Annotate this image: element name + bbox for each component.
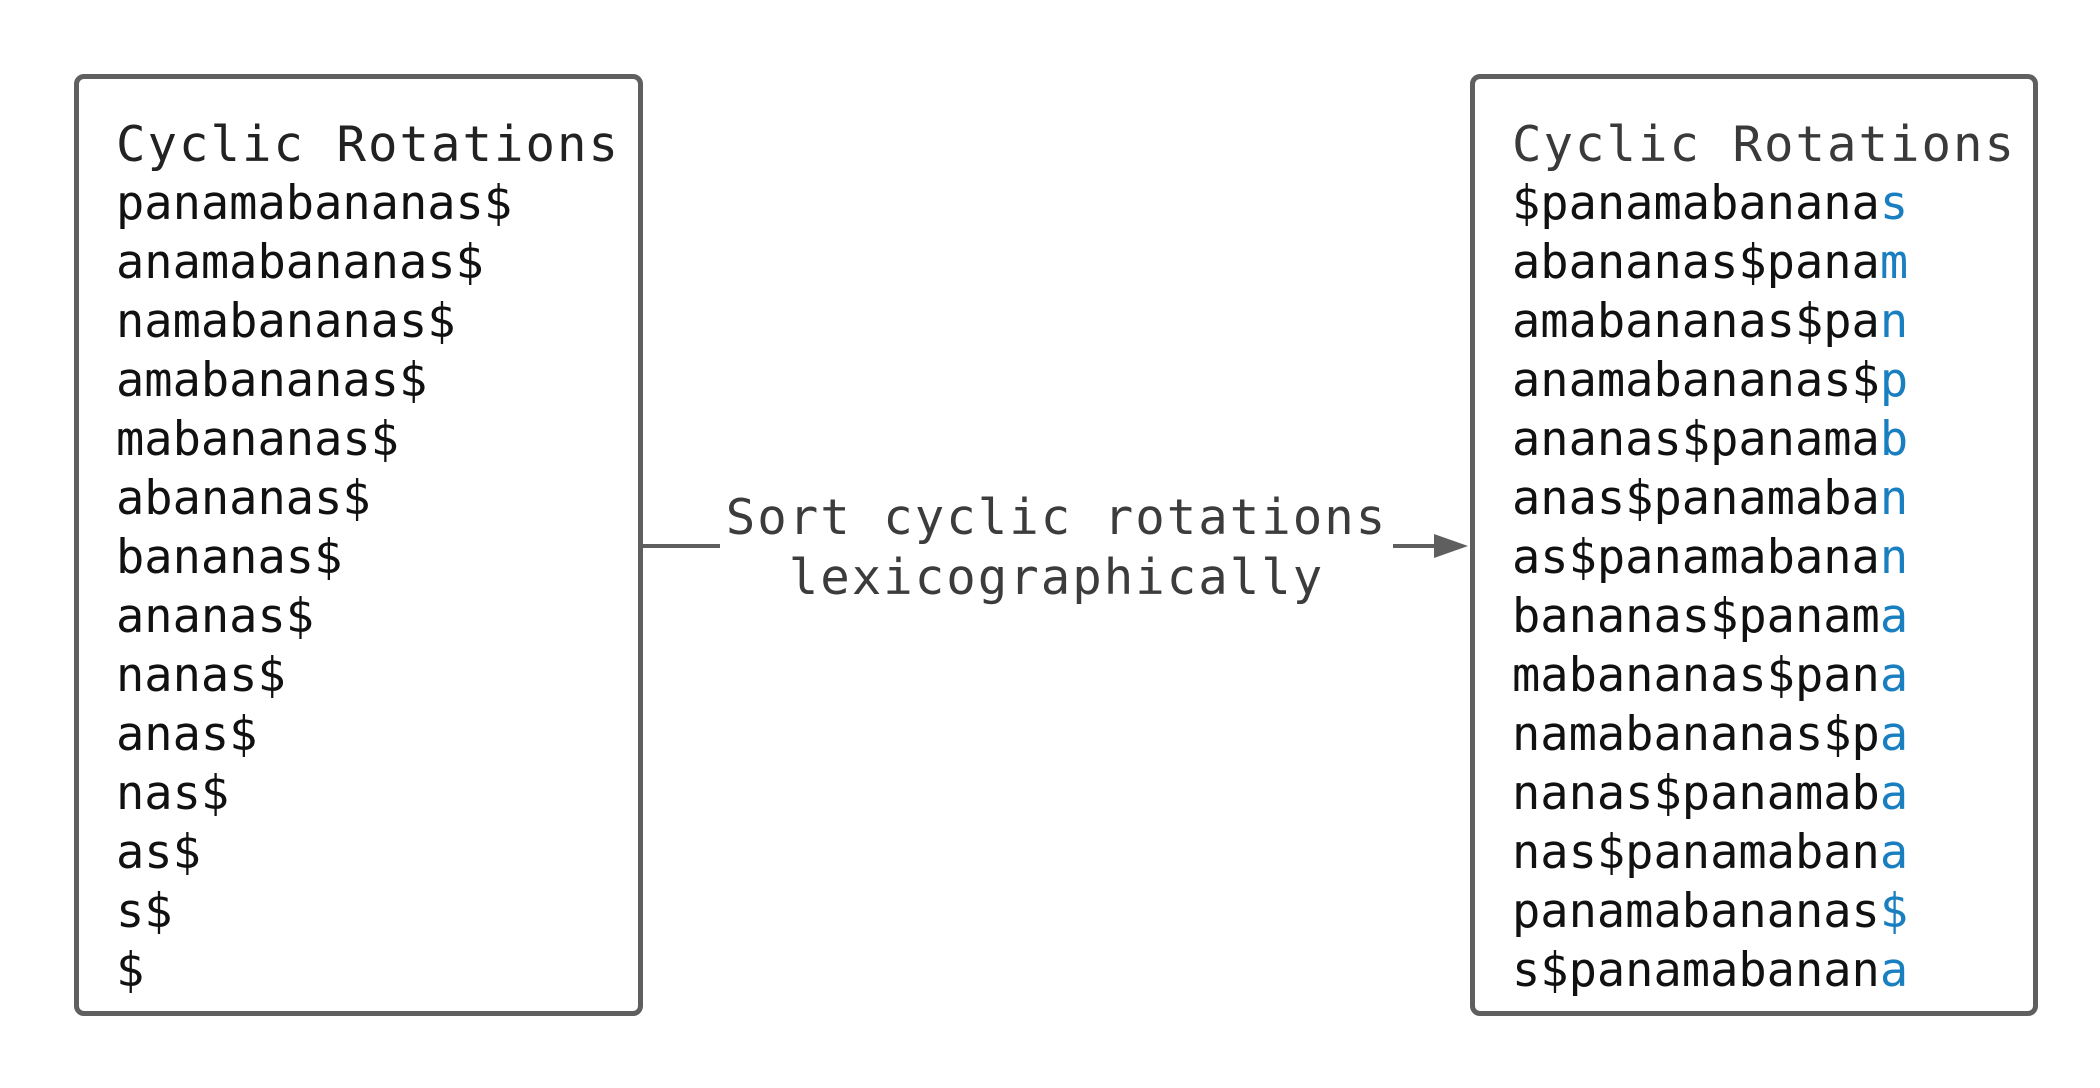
sorted-rotation-item: s$panamabanana [1512,941,2016,1000]
last-column-char: s [1879,176,1909,231]
last-column-char: a [1879,589,1909,644]
rotation-item: amabananas$ [116,353,428,408]
sorted-rotation-item: namabananas$pa [1512,705,2016,764]
sorted-rotation-item: ananas$panamab [1512,410,2016,469]
rotation-item: $ [116,943,145,998]
rotation-prefix: bananas$panam [1512,589,1880,644]
arrow-label: Sort cyclic rotations lexicographically [643,488,1470,608]
original-rotations-content: Cyclic Rotations panamabananas$ anamaban… [116,115,620,1000]
rotation-item: anamabananas$ [116,235,484,290]
last-column-char: p [1879,353,1909,408]
arrow-label-line2: lexicographically [788,549,1325,606]
rotation-prefix: namabananas$p [1512,707,1880,762]
rotation-item: nas$ [116,766,230,821]
rotation-item: namabananas$ [116,294,456,349]
last-column-char: b [1879,412,1909,467]
last-column-char: $ [1879,884,1909,939]
sorted-rotation-item: $panamabananas [1512,174,2016,233]
rotation-prefix: amabananas$pa [1512,294,1880,349]
last-column-char: n [1879,530,1909,585]
arrow-label-line1: Sort cyclic rotations [719,488,1394,548]
sorted-rotations-panel: Cyclic Rotations $panamabananas abananas… [1470,74,2038,1016]
sorted-rotation-item: amabananas$pan [1512,292,2016,351]
rotation-item: as$ [116,825,201,880]
rotation-prefix: anas$panamaba [1512,471,1880,526]
sorted-rotation-item: anamabananas$p [1512,351,2016,410]
last-column-char: n [1879,294,1909,349]
sorted-rotation-item: panamabananas$ [1512,882,2016,941]
rotation-prefix: $panamabanana [1512,176,1880,231]
sorted-rotation-item: abananas$panam [1512,233,2016,292]
rotation-prefix: abananas$pana [1512,235,1880,290]
rotation-prefix: nanas$panamab [1512,766,1880,821]
rotation-prefix: mabananas$pan [1512,648,1880,703]
rotation-item: mabananas$ [116,412,399,467]
sorted-rotation-item: bananas$panama [1512,587,2016,646]
panel-title: Cyclic Rotations [116,116,621,173]
rotation-item: anas$ [116,707,258,762]
sorted-rotation-item: as$panamabanan [1512,528,2016,587]
rotation-list: panamabananas$ anamabananas$ namabananas… [116,174,620,1000]
rotation-item: ananas$ [116,589,315,644]
last-column-char: a [1879,707,1909,762]
last-column-char: a [1879,766,1909,821]
last-column-char: a [1879,648,1909,703]
rotation-item: abananas$ [116,471,371,526]
sorted-rotation-item: nanas$panamaba [1512,764,2016,823]
last-column-char: m [1879,235,1909,290]
rotation-item: bananas$ [116,530,343,585]
sorted-rotation-item: mabananas$pana [1512,646,2016,705]
panel-title: Cyclic Rotations [1512,116,2017,173]
rotation-prefix: panamabananas [1512,884,1880,939]
original-rotations-panel: Cyclic Rotations panamabananas$ anamaban… [74,74,643,1016]
rotation-prefix: s$panamabanan [1512,943,1880,998]
rotation-item: panamabananas$ [116,176,513,231]
last-column-char: n [1879,471,1909,526]
last-column-char: a [1879,943,1909,998]
rotation-prefix: nas$panamaban [1512,825,1880,880]
rotation-item: nanas$ [116,648,286,703]
sorted-rotation-item: nas$panamabana [1512,823,2016,882]
sorted-rotations-content: Cyclic Rotations $panamabananas abananas… [1512,115,2016,1000]
rotation-prefix: anamabananas$ [1512,353,1880,408]
sorted-rotation-list: $panamabananas abananas$panam amabananas… [1512,174,2016,1000]
rotation-prefix: ananas$panama [1512,412,1880,467]
rotation-prefix: as$panamabana [1512,530,1880,585]
sorted-rotation-item: anas$panamaban [1512,469,2016,528]
last-column-char: a [1879,825,1909,880]
rotation-item: s$ [116,884,173,939]
